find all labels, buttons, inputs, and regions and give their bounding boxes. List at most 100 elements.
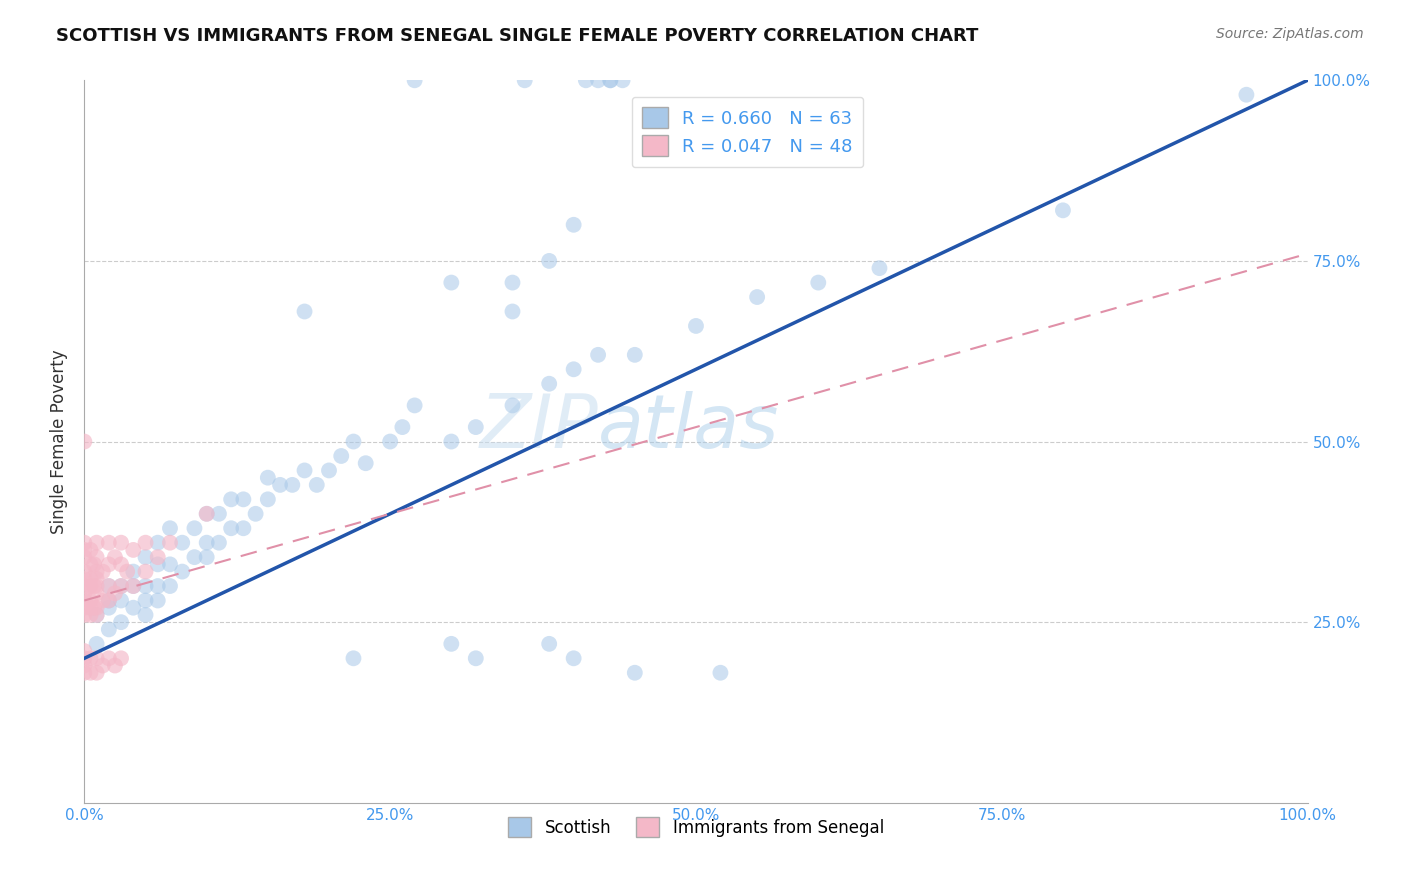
- Point: [73, 572, 96, 586]
- Point: [83, 558, 105, 572]
- Point: [97, 651, 120, 665]
- Point: [195, 535, 218, 549]
- Point: [146, 579, 169, 593]
- Point: [1052, 203, 1074, 218]
- Point: [464, 420, 486, 434]
- Point: [110, 615, 132, 630]
- Point: [575, 73, 598, 87]
- Point: [208, 507, 231, 521]
- Point: [562, 218, 585, 232]
- Point: [86, 607, 108, 622]
- Point: [73, 434, 96, 449]
- Point: [404, 73, 426, 87]
- Point: [73, 565, 96, 579]
- Point: [502, 304, 524, 318]
- Point: [502, 276, 524, 290]
- Point: [538, 253, 561, 268]
- Text: SCOTTISH VS IMMIGRANTS FROM SENEGAL SINGLE FEMALE POVERTY CORRELATION CHART: SCOTTISH VS IMMIGRANTS FROM SENEGAL SING…: [56, 27, 979, 45]
- Point: [73, 542, 96, 557]
- Point: [83, 600, 105, 615]
- Point: [86, 572, 108, 586]
- Point: [73, 550, 96, 565]
- Point: [79, 607, 101, 622]
- Point: [709, 665, 731, 680]
- Point: [502, 398, 524, 412]
- Point: [281, 478, 304, 492]
- Point: [97, 593, 120, 607]
- Point: [624, 665, 647, 680]
- Point: [404, 398, 426, 412]
- Point: [110, 579, 132, 593]
- Point: [807, 276, 830, 290]
- Point: [612, 73, 634, 87]
- Point: [747, 290, 769, 304]
- Point: [86, 651, 108, 665]
- Point: [342, 651, 364, 665]
- Point: [159, 521, 181, 535]
- Y-axis label: Single Female Poverty: Single Female Poverty: [51, 350, 69, 533]
- Point: [257, 470, 280, 484]
- Point: [104, 658, 127, 673]
- Point: [135, 607, 157, 622]
- Point: [91, 593, 114, 607]
- Point: [685, 318, 707, 333]
- Point: [342, 434, 364, 449]
- Point: [294, 304, 316, 318]
- Point: [73, 586, 96, 600]
- Point: [599, 73, 621, 87]
- Point: [1236, 87, 1258, 102]
- Point: [97, 593, 120, 607]
- Point: [135, 593, 157, 607]
- Point: [79, 651, 101, 665]
- Point: [97, 579, 120, 593]
- Point: [159, 558, 181, 572]
- Point: [86, 535, 108, 549]
- Point: [122, 542, 145, 557]
- Point: [146, 558, 169, 572]
- Point: [104, 586, 127, 600]
- Point: [86, 600, 108, 615]
- Point: [110, 558, 132, 572]
- Point: [73, 665, 96, 680]
- Point: [83, 579, 105, 593]
- Point: [97, 558, 120, 572]
- Point: [245, 507, 267, 521]
- Point: [86, 550, 108, 565]
- Point: [562, 651, 585, 665]
- Point: [122, 565, 145, 579]
- Point: [97, 579, 120, 593]
- Point: [122, 600, 145, 615]
- Point: [624, 348, 647, 362]
- Point: [464, 651, 486, 665]
- Point: [294, 463, 316, 477]
- Text: ZIP: ZIP: [479, 391, 598, 463]
- Legend: Scottish, Immigrants from Senegal: Scottish, Immigrants from Senegal: [499, 809, 893, 845]
- Point: [79, 600, 101, 615]
- Point: [146, 550, 169, 565]
- Point: [330, 449, 353, 463]
- Point: [232, 492, 254, 507]
- Point: [195, 507, 218, 521]
- Point: [159, 535, 181, 549]
- Point: [305, 478, 328, 492]
- Point: [135, 535, 157, 549]
- Text: Source: ZipAtlas.com: Source: ZipAtlas.com: [1216, 27, 1364, 41]
- Point: [172, 535, 194, 549]
- Point: [86, 607, 108, 622]
- Point: [380, 434, 402, 449]
- Point: [562, 362, 585, 376]
- Point: [91, 565, 114, 579]
- Point: [122, 579, 145, 593]
- Point: [257, 492, 280, 507]
- Point: [79, 558, 101, 572]
- Point: [208, 535, 231, 549]
- Point: [110, 651, 132, 665]
- Point: [86, 665, 108, 680]
- Point: [79, 572, 101, 586]
- Point: [183, 521, 205, 535]
- Point: [183, 550, 205, 565]
- Point: [86, 637, 108, 651]
- Point: [73, 535, 96, 549]
- Point: [73, 593, 96, 607]
- Point: [135, 565, 157, 579]
